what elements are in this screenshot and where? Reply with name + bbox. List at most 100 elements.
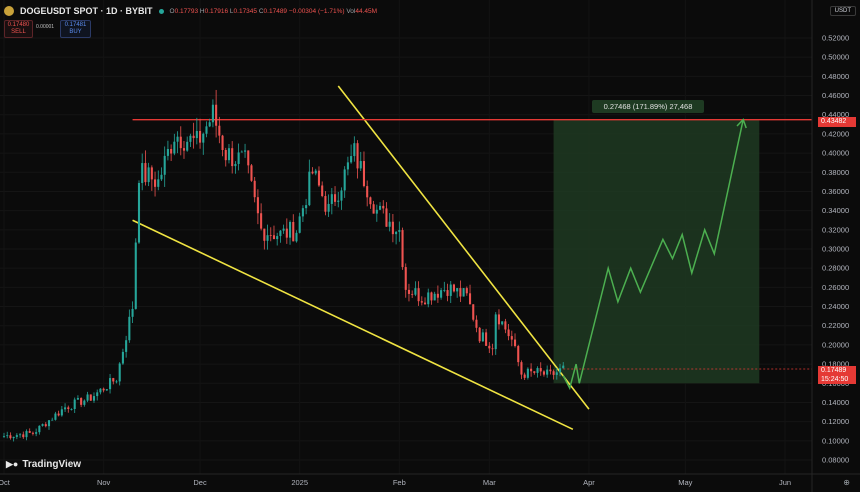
candle: [150, 165, 153, 191]
candle: [430, 291, 433, 305]
candle: [533, 371, 536, 375]
candle-body: [89, 394, 92, 401]
candle: [546, 365, 549, 378]
candle-body: [199, 130, 202, 143]
x-tick-label: Apr: [583, 478, 595, 487]
tradingview-logo[interactable]: ▶● TradingView: [6, 459, 82, 470]
candle: [337, 191, 340, 208]
candle: [520, 360, 523, 380]
candle-body: [411, 293, 414, 295]
candle: [2, 432, 6, 439]
candle: [398, 221, 401, 242]
symbol-title[interactable]: DOGEUSDT SPOT · 1D · BYBIT: [20, 6, 153, 16]
candle-body: [456, 288, 459, 292]
goto-realtime-icon[interactable]: ⊕: [843, 478, 850, 487]
candle-body: [121, 351, 124, 364]
candle: [536, 366, 539, 378]
candle: [218, 116, 221, 144]
y-tick-label: 0.40000: [822, 149, 849, 158]
candle: [41, 423, 44, 427]
candle: [173, 133, 176, 156]
candle-body: [433, 293, 436, 301]
candle-body: [301, 208, 304, 217]
y-tick-label: 0.22000: [822, 321, 849, 330]
candle-body: [285, 228, 288, 238]
candle-body: [60, 409, 63, 416]
candle: [314, 168, 317, 176]
upper-trendline: [337, 85, 590, 410]
candle-body: [70, 409, 73, 410]
candle-body: [523, 374, 526, 378]
buy-button[interactable]: 0.17481 BUY: [60, 20, 91, 38]
candle: [227, 143, 231, 164]
candle: [366, 180, 369, 207]
candle: [523, 372, 526, 380]
candle: [501, 321, 504, 326]
candle-body: [385, 208, 388, 227]
candle-body: [35, 432, 38, 434]
currency-selector[interactable]: USDT: [829, 6, 856, 16]
candle-body: [86, 394, 89, 401]
measure-label: 0.27468 (171.89%) 27,468: [592, 100, 704, 113]
y-tick-label: 0.20000: [822, 340, 849, 349]
candle: [186, 136, 189, 152]
sell-button[interactable]: 0.17480 SELL: [4, 20, 33, 38]
candle: [333, 186, 337, 207]
candle-body: [407, 289, 411, 294]
candle-body: [231, 148, 234, 167]
candle: [224, 147, 227, 167]
candle-body: [195, 130, 198, 139]
candle-body: [555, 372, 558, 375]
y-tick-label: 0.36000: [822, 187, 849, 196]
candle: [526, 367, 529, 380]
candle-body: [64, 407, 67, 410]
candle-body: [227, 148, 231, 161]
candle: [231, 141, 234, 174]
candle-body: [166, 148, 169, 156]
candle: [105, 388, 108, 392]
candle: [182, 140, 186, 159]
candle: [176, 131, 179, 154]
candle: [391, 214, 394, 243]
spread-value: 0.00001: [36, 24, 55, 30]
candle-body: [134, 242, 137, 309]
candle-body: [109, 378, 112, 390]
current-price-tag: 0.17489 15:24:50: [818, 366, 856, 384]
candle: [115, 379, 118, 384]
candle: [555, 368, 558, 380]
candle: [202, 132, 205, 155]
projection: [562, 118, 812, 391]
candle-body: [491, 348, 494, 350]
candle-body: [507, 329, 510, 337]
candle: [279, 230, 282, 243]
candle: [64, 403, 67, 412]
candle-body: [176, 136, 179, 142]
candle-body: [382, 205, 385, 209]
symbol-header: DOGEUSDT SPOT · 1D · BYBIT O0.17793 H0.1…: [4, 6, 377, 16]
candle: [189, 133, 192, 148]
candle: [256, 189, 259, 225]
y-tick-label: 0.38000: [822, 168, 849, 177]
candle-body: [272, 235, 276, 240]
candle: [6, 431, 9, 439]
candle-body: [398, 230, 401, 232]
candle-body: [324, 196, 327, 212]
candle-body: [173, 141, 176, 154]
candle-body: [517, 346, 520, 363]
candle-body: [244, 150, 247, 152]
candle: [237, 143, 240, 171]
candle-body: [154, 179, 157, 187]
candle-body: [430, 292, 433, 301]
candle-body: [218, 125, 221, 136]
candle-body: [378, 205, 382, 210]
candle: [47, 420, 51, 430]
candle-body: [404, 267, 407, 290]
candle: [395, 230, 398, 245]
candle-body: [282, 228, 285, 231]
candle-body: [96, 392, 99, 397]
candle-body: [163, 155, 166, 175]
candle-body: [330, 194, 333, 204]
candle: [179, 126, 182, 156]
candle: [350, 144, 353, 164]
